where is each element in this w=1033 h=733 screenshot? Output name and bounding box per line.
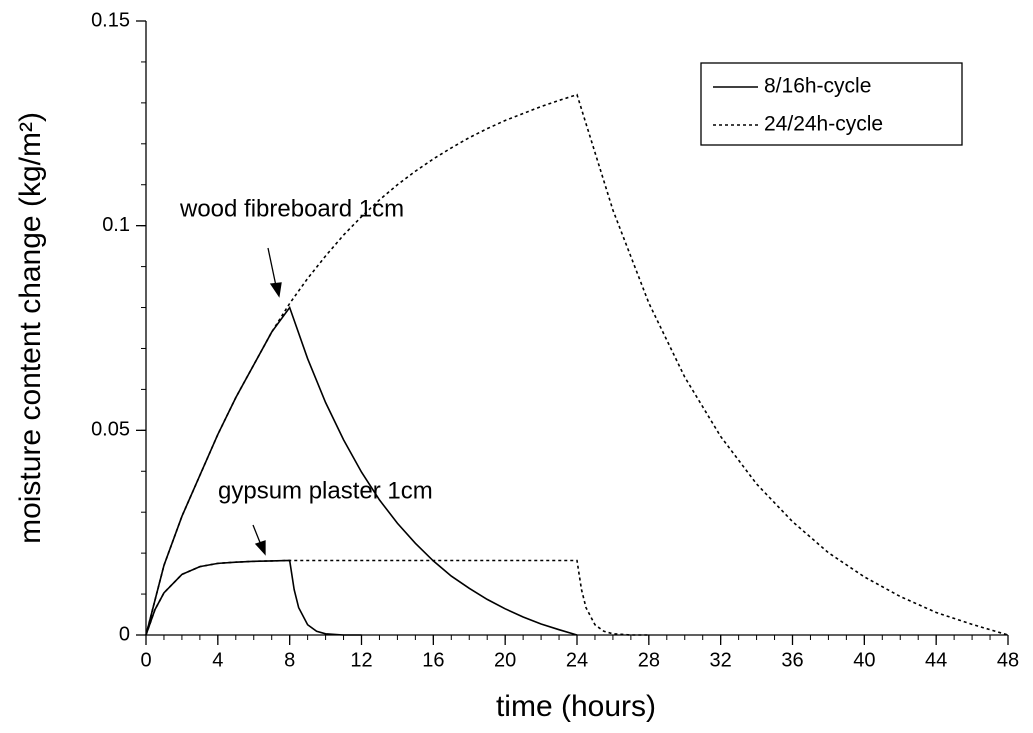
y-tick-label: 0.05 xyxy=(91,419,130,441)
y-tick-label: 0 xyxy=(119,623,130,645)
legend-label: 8/16h-cycle xyxy=(764,75,871,98)
x-tick-label: 40 xyxy=(853,649,875,671)
x-tick-label: 32 xyxy=(710,649,732,671)
x-tick-label: 12 xyxy=(350,649,372,671)
y-axis-title: moisture content change (kg/m²) xyxy=(14,112,47,544)
series-line xyxy=(145,93,1009,636)
legend-box xyxy=(700,62,963,146)
x-tick-label: 48 xyxy=(997,649,1019,671)
x-tick-label: 4 xyxy=(212,649,223,671)
x-tick-label: 44 xyxy=(925,649,947,671)
annotation-arrow xyxy=(252,524,266,556)
legend-label: 24/24h-cycle xyxy=(764,113,883,136)
x-tick-label: 36 xyxy=(781,649,803,671)
x-tick-label: 24 xyxy=(566,649,588,671)
x-axis-title: time (hours) xyxy=(496,690,656,723)
x-tick-label: 28 xyxy=(638,649,660,671)
annotation-arrow xyxy=(267,247,282,298)
x-tick-label: 0 xyxy=(140,649,151,671)
series-line xyxy=(145,305,578,636)
x-tick-label: 16 xyxy=(422,649,444,671)
x-tick-label: 8 xyxy=(284,649,295,671)
annotation: wood fibreboard 1cm xyxy=(179,195,404,222)
x-tick-label: 20 xyxy=(494,649,516,671)
annotation: gypsum plaster 1cm xyxy=(218,477,433,504)
y-tick-label: 0.1 xyxy=(102,214,130,236)
y-tick-label: 0.15 xyxy=(91,9,130,31)
